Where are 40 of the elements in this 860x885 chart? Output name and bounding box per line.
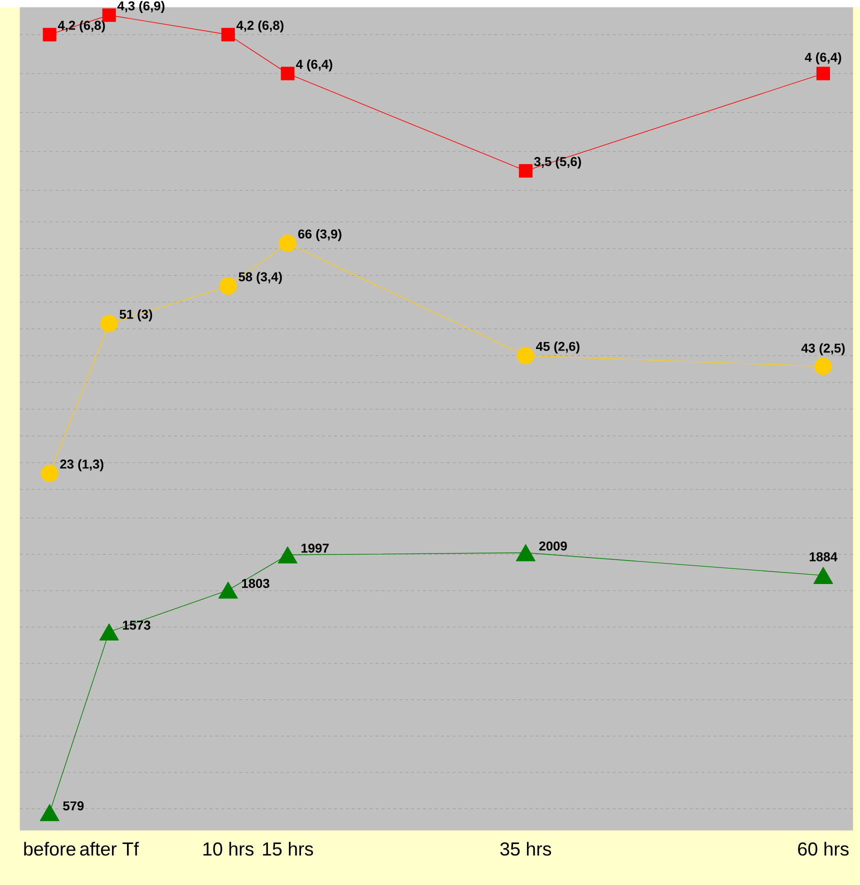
data-label: 1997 xyxy=(302,544,329,553)
data-label: 4,3 (6,9) xyxy=(117,0,164,13)
x-tick-label: before xyxy=(24,842,76,856)
point xyxy=(40,804,60,822)
data-label: 43 (2,5) xyxy=(801,343,845,356)
data-label: 66 (3,9) xyxy=(298,229,342,242)
x-tick-label: 15 hrs xyxy=(263,842,314,856)
data-label: 2009 xyxy=(539,541,567,551)
data-label: 1884 xyxy=(810,552,838,562)
point xyxy=(102,8,116,22)
point xyxy=(99,623,119,640)
x-tick-label: after Tf xyxy=(80,842,139,856)
data-label: 4,2 (6,8) xyxy=(236,20,284,32)
point xyxy=(42,28,56,42)
data-label: 3,5 (5,6) xyxy=(534,156,582,169)
x-tick-label: 10 hrs xyxy=(203,842,254,856)
data-label: 579 xyxy=(63,801,84,810)
point xyxy=(278,234,296,252)
point xyxy=(814,358,832,376)
point xyxy=(280,66,294,80)
data-label: 51 (3) xyxy=(120,309,152,322)
point xyxy=(40,464,58,482)
x-tick-label: 60 hrs xyxy=(798,842,849,856)
x-tick-label: 35 hrs xyxy=(500,842,552,856)
point xyxy=(221,28,235,42)
point xyxy=(518,164,532,178)
point xyxy=(278,546,298,564)
point xyxy=(100,314,118,332)
data-label: 4 (6,4) xyxy=(804,52,842,64)
data-label: 45 (2,6) xyxy=(536,341,580,354)
point xyxy=(219,277,237,295)
data-label: 4 (6,4) xyxy=(296,59,332,72)
data-label: 4,2 (6,8) xyxy=(58,20,105,32)
point xyxy=(814,566,834,584)
data-label: 23 (1,3) xyxy=(60,459,104,472)
point xyxy=(218,582,238,599)
data-label: 1803 xyxy=(242,578,270,588)
point xyxy=(816,66,830,80)
point xyxy=(516,544,536,562)
point xyxy=(516,346,534,364)
